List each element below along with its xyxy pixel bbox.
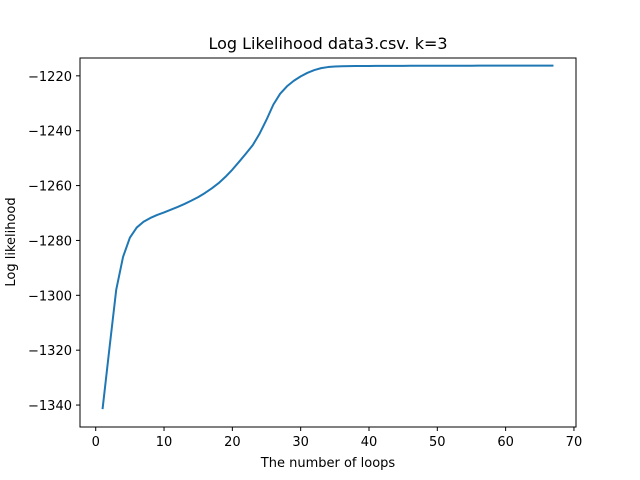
y-tick-label: −1260: [28, 180, 72, 195]
x-axis-title: The number of loops: [260, 456, 396, 471]
x-axis: 0 10 20 30 40 50 60 70: [92, 427, 583, 450]
chart-title: Log Likelihood data3.csv. k=3: [208, 34, 447, 53]
y-tick-label: −1220: [28, 70, 72, 85]
x-tick-label: 40: [361, 435, 378, 450]
series-layer: [101, 64, 554, 410]
x-tick-label: 0: [92, 435, 100, 450]
series-line-0: [101, 64, 554, 410]
y-tick-label: −1240: [28, 125, 72, 140]
y-axis-title: Log likelihood: [4, 197, 19, 286]
y-tick-label: −1320: [28, 344, 72, 359]
y-axis: −1340 −1320 −1300 −1280 −1260 −1240 −1220: [28, 70, 80, 414]
y-tick-label: −1340: [28, 399, 72, 414]
x-tick-label: 50: [429, 435, 446, 450]
x-tick-label: 10: [156, 435, 173, 450]
x-tick-label: 60: [497, 435, 514, 450]
x-tick-label: 20: [224, 435, 241, 450]
x-tick-label: 30: [292, 435, 309, 450]
x-tick-label: 70: [566, 435, 583, 450]
y-tick-label: −1300: [28, 289, 72, 304]
plot-frame: [79, 57, 577, 428]
y-tick-label: −1280: [28, 234, 72, 249]
